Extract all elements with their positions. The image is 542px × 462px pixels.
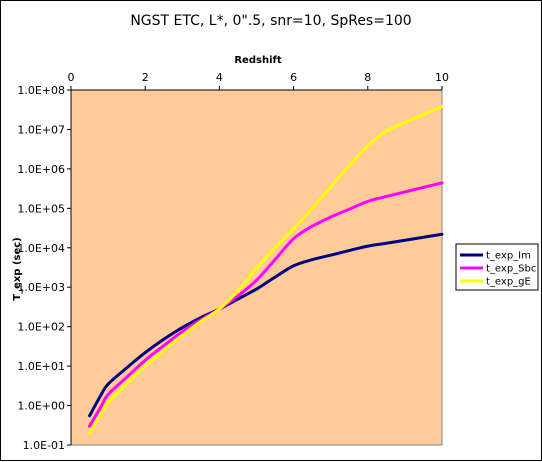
y-tick-label: 1.0E+01	[17, 360, 65, 373]
series-line-t-exp-sbc	[88, 181, 444, 428]
legend-label: t_exp_Sbc	[486, 264, 536, 275]
x-tick-label: 10	[435, 71, 449, 84]
x-axis-title: Redshift	[234, 55, 281, 66]
series-lines	[88, 105, 444, 435]
legend: t_exp_Im t_exp_Sbc t_exp_gE	[455, 243, 539, 291]
y-tick-label: 1.0E+03	[17, 281, 65, 294]
y-tick-label: 1.0E+05	[17, 202, 65, 215]
x-tick-label: 4	[216, 71, 223, 84]
x-tick-label: 6	[290, 71, 297, 84]
series-line-t-exp-ge	[88, 105, 444, 435]
y-tick-label: 1.0E+04	[17, 242, 65, 255]
x-tick-label: 2	[142, 71, 149, 84]
y-tick-label: 1.0E+07	[17, 123, 65, 136]
chart-title: NGST ETC, L*, 0".5, snr=10, SpRes=100	[130, 13, 411, 29]
x-tick-label: 0	[68, 71, 75, 84]
x-tick-label: 8	[364, 71, 371, 84]
y-tick-label: 1.0E+00	[17, 400, 65, 413]
x-axis-ticks: 0 2 4 6 8 10	[68, 71, 449, 90]
y-tick-label: 1.0E+08	[17, 84, 65, 97]
y-axis-ticks: 1.0E-01 1.0E+00 1.0E+01 1.0E+02 1.0E+03 1.0E+…	[17, 84, 71, 452]
y-tick-label: 1.0E-01	[23, 439, 65, 452]
y-tick-label: 1.0E+02	[17, 321, 65, 334]
legend-label: t_exp_Im	[486, 251, 531, 262]
y-axis-title: T_exp (sec)	[12, 237, 23, 301]
y-tick-label: 1.0E+06	[17, 163, 65, 176]
legend-label: t_exp_gE	[486, 277, 531, 288]
series-line-t-exp-im	[88, 232, 444, 418]
